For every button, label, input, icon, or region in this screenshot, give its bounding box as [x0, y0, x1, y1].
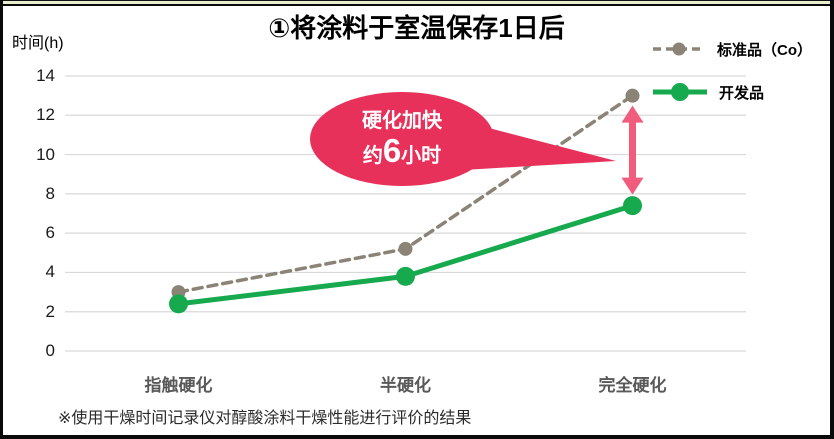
- legend-label-standard: 标准品（Co）: [717, 41, 812, 59]
- chart-legend: 标准品（Co） 开发品: [651, 34, 812, 120]
- callout-bubble: [310, 92, 494, 186]
- solid-line-marker-icon: [653, 83, 707, 101]
- x-category-label: 完全硬化: [598, 376, 667, 395]
- data-point: [396, 266, 415, 286]
- y-tick-label: 8: [45, 183, 55, 203]
- y-tick-label: 2: [45, 301, 55, 321]
- chart-title: ①将涂料于室温保存1日后: [268, 13, 565, 43]
- legend-label-developed: 开发品: [719, 84, 765, 102]
- y-axis-title: 时间(h): [12, 35, 64, 52]
- top-accent-strip: [3, 0, 830, 5]
- data-point: [625, 88, 640, 103]
- legend-item-developed: 开发品: [651, 77, 812, 107]
- y-tick-label: 6: [45, 223, 55, 243]
- dashed-line-marker-icon: [653, 42, 705, 56]
- data-point: [398, 241, 413, 256]
- y-tick-label: 12: [36, 105, 55, 125]
- x-category-label: 半硬化: [380, 376, 431, 395]
- callout-tail: [458, 120, 616, 170]
- x-category-label: 指触硬化: [144, 376, 213, 395]
- footnote: ※使用干燥时间记录仪对醇酸涂料干燥性能进行评价的结果: [58, 410, 472, 427]
- y-tick-label: 0: [45, 341, 55, 360]
- top-border-line: [3, 4, 830, 6]
- data-point: [169, 294, 188, 314]
- line-chart-canvas: [65, 75, 746, 352]
- y-tick-label: 4: [45, 262, 55, 282]
- legend-item-standard: 标准品（Co）: [651, 34, 812, 64]
- data-point: [623, 196, 642, 216]
- y-tick-label: 10: [36, 144, 55, 164]
- gap-arrow: [621, 105, 644, 195]
- y-tick-label: 14: [36, 66, 55, 85]
